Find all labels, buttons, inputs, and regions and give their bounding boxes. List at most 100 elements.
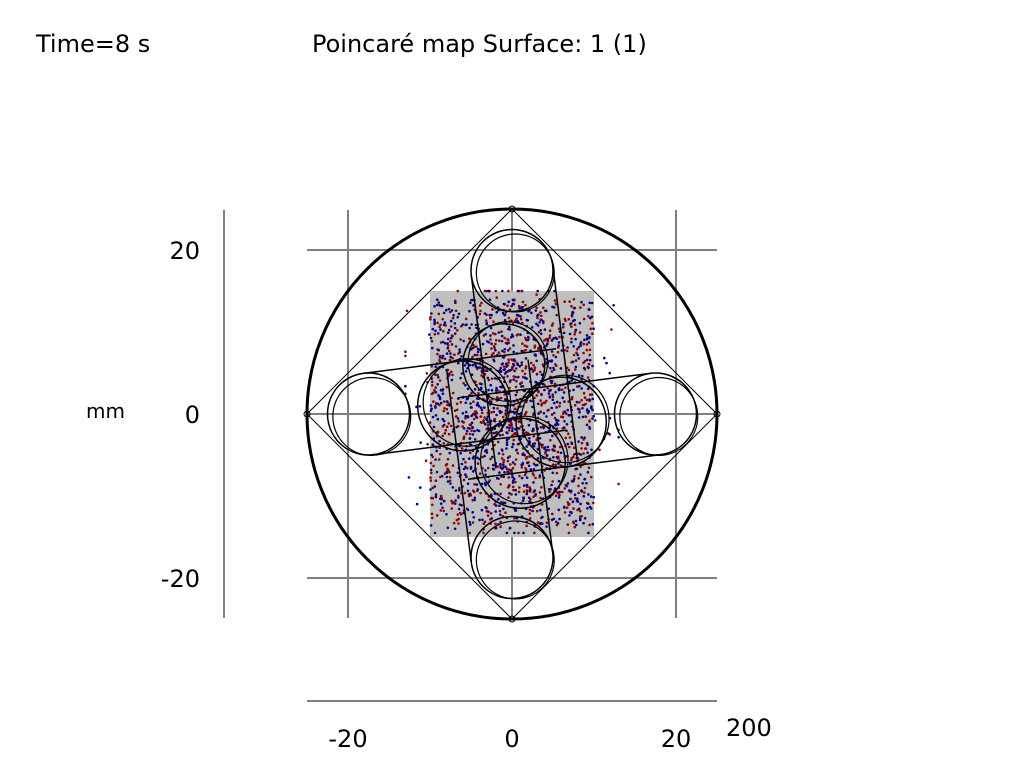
data-point — [526, 338, 530, 342]
data-point — [434, 493, 438, 496]
data-point — [479, 491, 482, 495]
data-point — [577, 346, 580, 349]
data-point — [557, 327, 561, 331]
data-point — [541, 445, 544, 449]
data-point — [463, 364, 467, 367]
data-point — [437, 312, 441, 316]
data-point — [572, 345, 575, 348]
data-point — [534, 493, 537, 496]
data-point — [488, 298, 492, 302]
data-point — [450, 378, 454, 382]
data-point — [503, 336, 507, 340]
data-point — [435, 402, 438, 405]
data-point — [459, 400, 463, 404]
data-point — [570, 322, 573, 325]
data-point — [514, 367, 518, 370]
data-point — [493, 443, 497, 447]
data-point — [442, 409, 446, 413]
data-point — [468, 520, 471, 524]
data-point — [583, 359, 587, 363]
data-point — [453, 527, 457, 531]
data-point — [577, 416, 581, 419]
data-point — [430, 365, 434, 368]
data-point — [572, 477, 576, 481]
x-tick-label: 0 — [504, 725, 519, 753]
data-point — [451, 316, 455, 320]
data-point — [592, 327, 595, 331]
data-point — [516, 289, 520, 293]
data-point — [574, 519, 578, 523]
data-point — [489, 400, 493, 404]
data-point — [500, 334, 504, 338]
data-point — [563, 426, 566, 430]
data-point — [512, 378, 515, 381]
data-point — [442, 311, 446, 315]
data-point — [476, 350, 480, 354]
data-point — [466, 489, 470, 493]
data-point — [442, 419, 446, 423]
data-point — [557, 479, 561, 483]
data-point — [540, 403, 543, 407]
data-point — [512, 344, 515, 347]
data-point — [451, 356, 454, 360]
data-point — [443, 407, 446, 410]
data-point — [451, 486, 455, 489]
data-point — [591, 397, 594, 401]
data-point — [445, 513, 448, 516]
data-point — [534, 476, 537, 480]
data-point — [465, 429, 469, 433]
data-point — [454, 499, 457, 502]
data-point — [494, 510, 498, 513]
data-point — [536, 447, 540, 451]
data-point — [550, 324, 554, 327]
data-point — [502, 501, 505, 505]
data-point — [591, 522, 595, 526]
data-point — [573, 333, 576, 336]
y-tick-label: -20 — [161, 565, 200, 593]
data-point — [578, 408, 581, 411]
data-point — [535, 306, 538, 310]
data-point — [565, 423, 569, 426]
data-point — [470, 391, 473, 395]
data-point — [576, 353, 579, 357]
data-point — [534, 309, 538, 312]
data-point — [499, 483, 502, 486]
data-point — [501, 349, 504, 353]
data-point — [515, 379, 518, 383]
data-point — [590, 406, 593, 410]
data-point — [550, 359, 554, 362]
data-point — [432, 464, 435, 468]
data-point — [564, 319, 567, 323]
data-point — [429, 336, 433, 340]
diamond-outline — [306, 208, 718, 620]
data-point — [497, 497, 500, 501]
data-point — [526, 319, 529, 322]
data-point — [570, 511, 573, 514]
data-point — [424, 459, 428, 463]
data-point — [509, 379, 512, 382]
data-point — [506, 341, 509, 345]
y-axis-unit-label: mm — [86, 399, 125, 423]
data-point — [579, 502, 582, 506]
data-point — [532, 434, 536, 438]
data-point — [536, 457, 540, 460]
data-point — [588, 358, 592, 362]
data-point — [485, 319, 488, 322]
data-point — [479, 386, 483, 390]
data-point — [415, 502, 419, 506]
data-point — [471, 433, 475, 436]
data-point — [532, 462, 536, 466]
data-point — [441, 474, 444, 478]
data-point — [519, 333, 522, 337]
data-point — [430, 407, 433, 411]
data-point — [589, 316, 592, 320]
data-point — [436, 298, 439, 302]
data-point — [581, 407, 584, 410]
data-point — [437, 301, 441, 304]
data-point — [484, 469, 487, 472]
data-point — [471, 470, 475, 473]
x-tick-label: 20 — [661, 725, 692, 753]
data-point — [522, 496, 525, 500]
data-point — [448, 404, 451, 407]
data-point — [502, 507, 505, 511]
